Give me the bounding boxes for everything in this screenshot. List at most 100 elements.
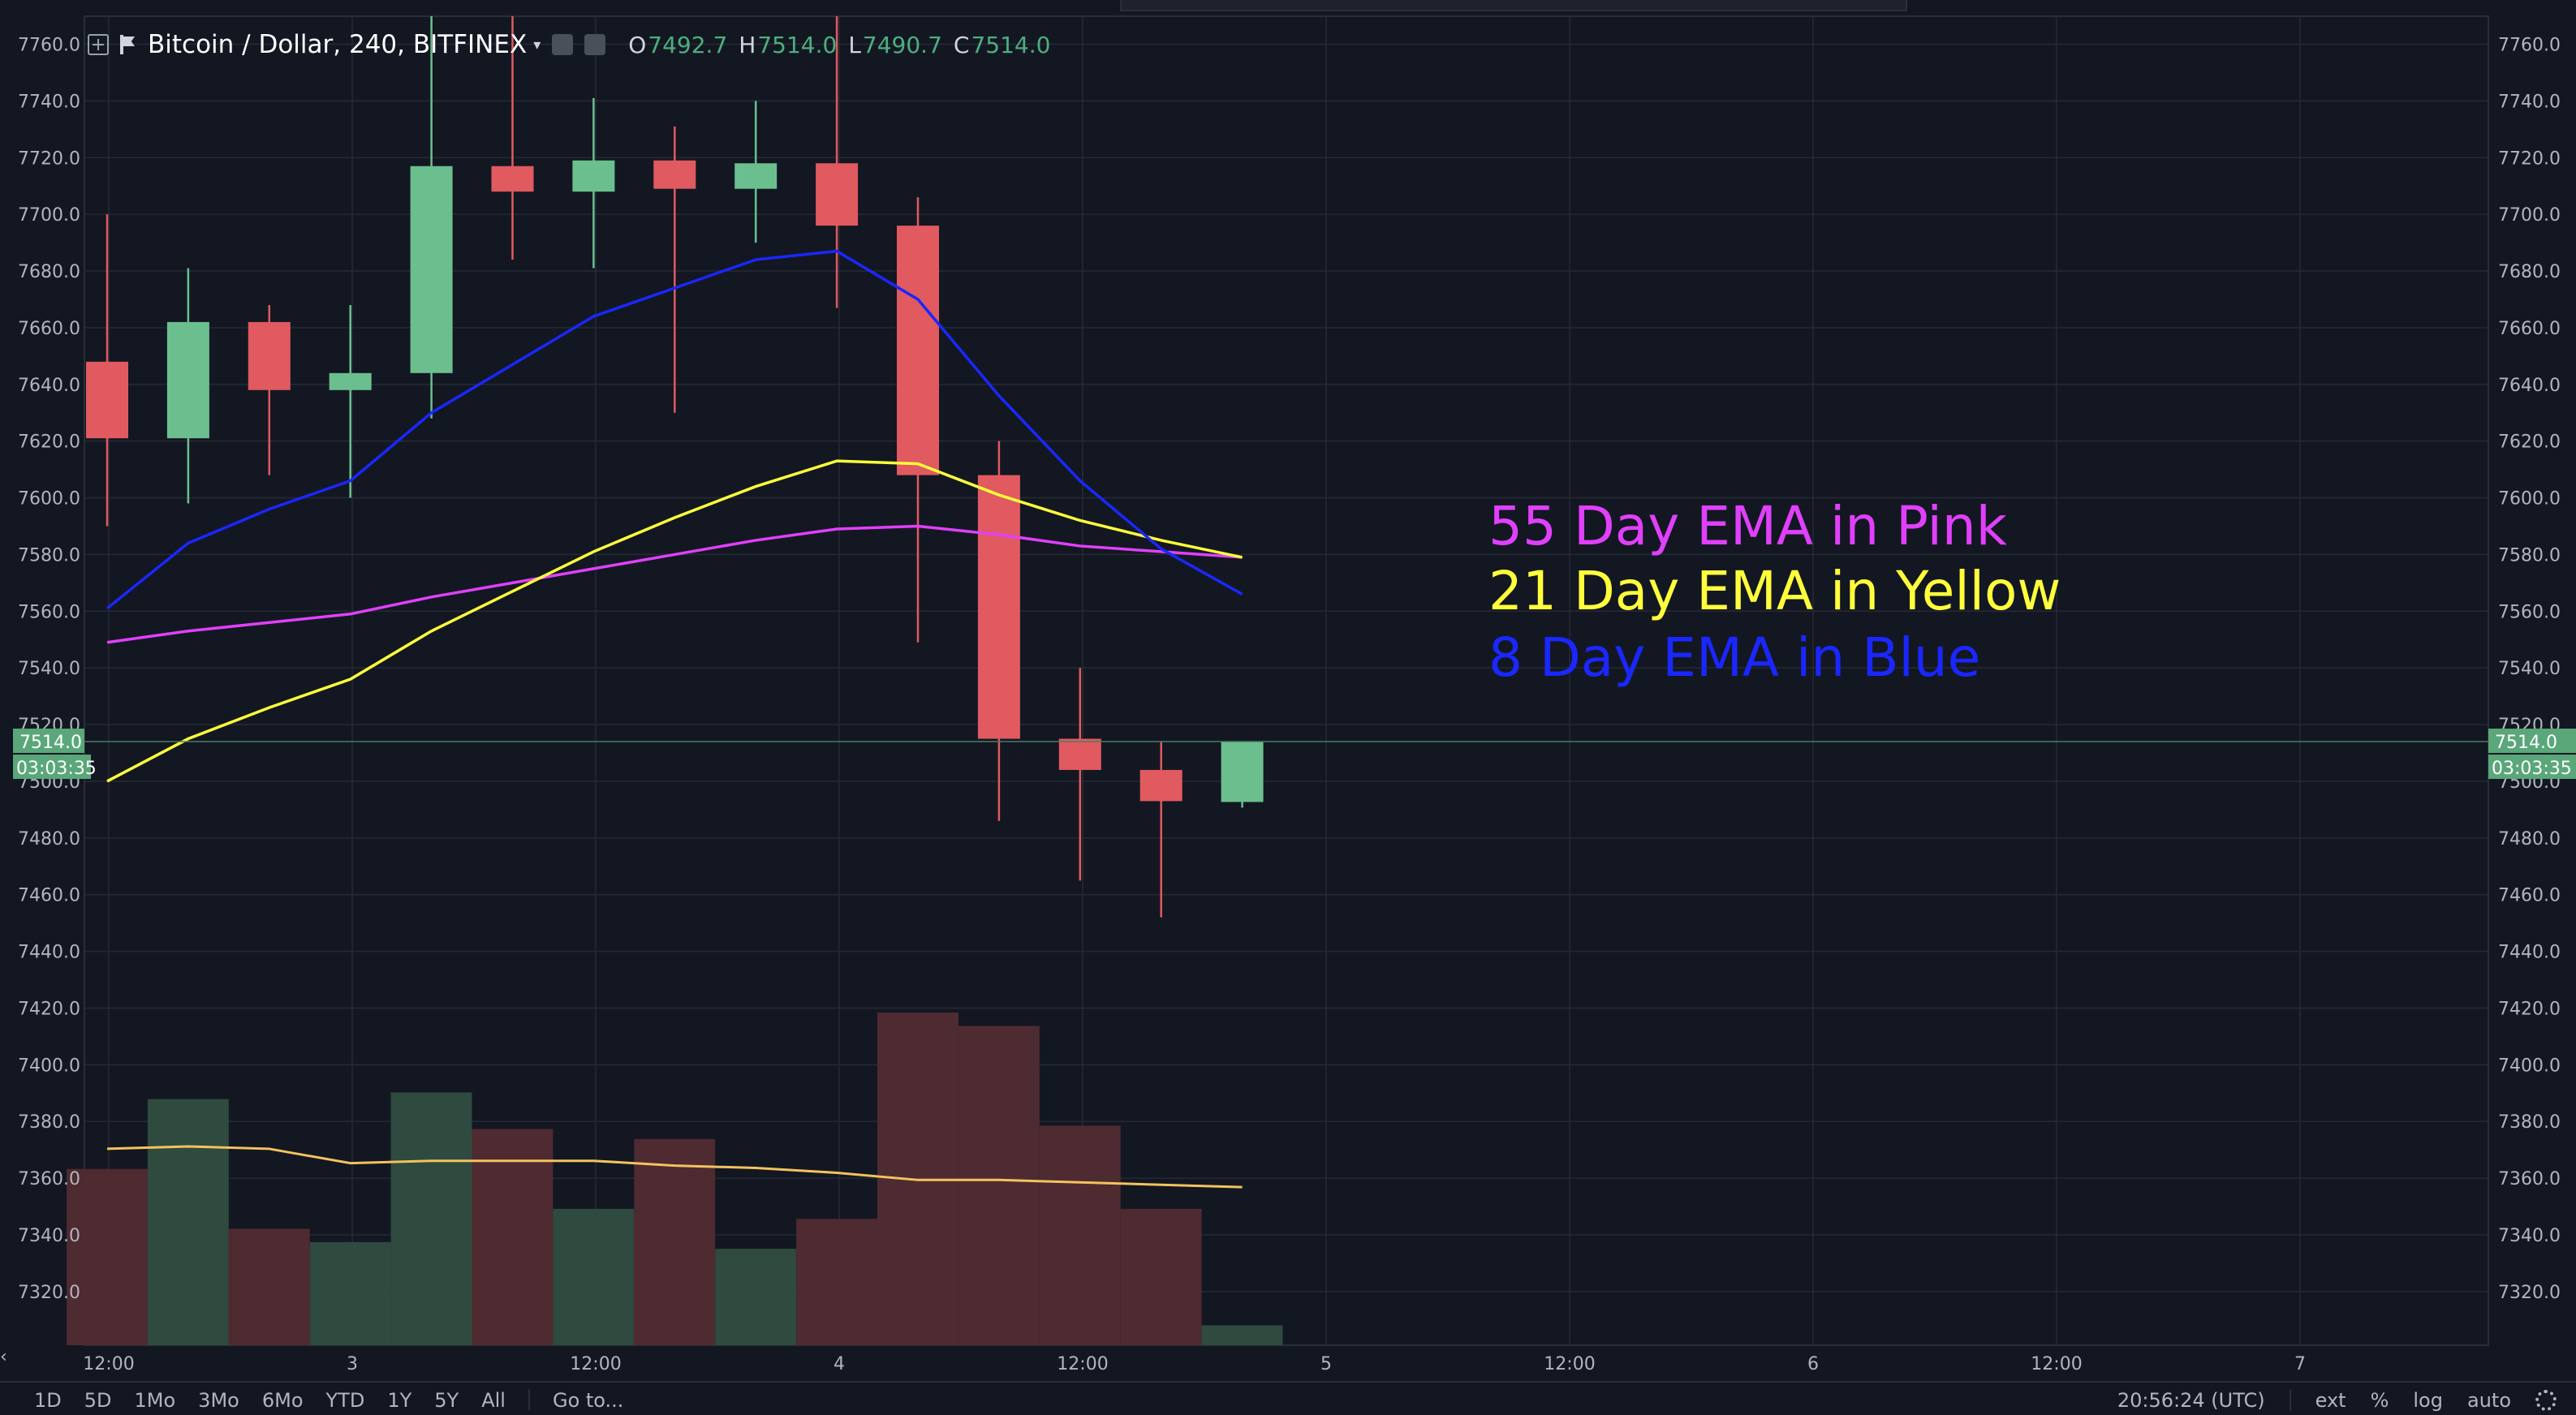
clock-readout[interactable]: 20:56:24 (UTC) — [2117, 1389, 2265, 1412]
price-tick-right: 7480.0 — [2498, 829, 2561, 849]
time-tick: 12:00 — [570, 1354, 621, 1374]
candle[interactable] — [653, 126, 696, 413]
compare-icon[interactable] — [552, 34, 574, 55]
range-all[interactable]: All — [481, 1389, 506, 1412]
ema55-line — [106, 524, 1243, 644]
chart-grid — [84, 15, 2489, 1346]
candle[interactable] — [329, 304, 372, 498]
price-tick-right: 7400.0 — [2498, 1056, 2561, 1076]
candle-body — [329, 372, 372, 390]
ema21-line — [106, 459, 1243, 783]
candle-body — [977, 475, 1020, 739]
time-tick: 12:00 — [1057, 1354, 1108, 1374]
candle-body — [572, 160, 615, 192]
range-5y[interactable]: 5Y — [434, 1389, 459, 1412]
candle-body — [491, 166, 534, 192]
candle-body — [248, 321, 291, 390]
volume-bar — [796, 1219, 877, 1345]
price-axes: 7760.0 7760.0 7740.0 7740.0 7720.0 7720.0 7700… — [13, 36, 2576, 1303]
ext-toggle[interactable]: ext — [2315, 1389, 2346, 1412]
candle[interactable] — [734, 101, 778, 243]
candle[interactable] — [1139, 742, 1182, 918]
candle[interactable] — [86, 214, 128, 527]
volume-bar — [309, 1241, 391, 1345]
price-tick-right: 7660.0 — [2498, 319, 2561, 339]
candle-body — [1058, 738, 1101, 770]
volume-bar — [1039, 1125, 1121, 1345]
range-1d[interactable]: 1D — [34, 1389, 62, 1412]
price-tick-right: 7620.0 — [2498, 432, 2561, 453]
price-tick-left: 7680.0 — [18, 262, 80, 282]
volume-bar — [228, 1228, 310, 1345]
last-price-badge-right — [2488, 729, 2576, 754]
gear-icon[interactable] — [2535, 1390, 2557, 1411]
price-tick-right: 7380.0 — [2498, 1112, 2561, 1133]
candle[interactable] — [248, 304, 291, 475]
volume-bar — [67, 1168, 148, 1345]
percent-toggle[interactable]: % — [2370, 1389, 2389, 1412]
log-toggle[interactable]: log — [2413, 1389, 2443, 1412]
chevron-down-icon[interactable]: ▾ — [533, 36, 541, 54]
last-price-label-left: 7514.0 — [19, 733, 82, 753]
price-tick-right: 7560.0 — [2498, 602, 2561, 622]
price-tick-left: 7640.0 — [18, 376, 80, 396]
price-tick-right: 7600.0 — [2498, 489, 2561, 510]
price-tick-left: 7400.0 — [18, 1056, 80, 1076]
chevron-left-icon[interactable]: ‹ — [0, 1347, 7, 1367]
symbol-title[interactable]: Bitcoin / Dollar, 240, BITFINEX — [148, 30, 528, 59]
range-1y[interactable]: 1Y — [387, 1389, 412, 1412]
volume-histogram — [67, 1013, 1283, 1345]
price-tick-right: 7440.0 — [2498, 943, 2561, 963]
candle[interactable] — [410, 16, 453, 419]
volume-bar — [1201, 1325, 1283, 1345]
range-1mo[interactable]: 1Mo — [134, 1389, 176, 1412]
flag-icon[interactable] — [120, 35, 136, 54]
candle[interactable] — [166, 268, 209, 504]
range-5d[interactable]: 5D — [84, 1389, 112, 1412]
range-6mo[interactable]: 6Mo — [261, 1389, 304, 1412]
price-tick-right: 7720.0 — [2498, 148, 2561, 169]
toolbar-tabs[interactable] — [1120, 0, 1907, 11]
range-ytd[interactable]: YTD — [325, 1389, 365, 1412]
candle[interactable] — [572, 97, 615, 269]
goto-button[interactable]: Go to... — [552, 1389, 624, 1412]
candle[interactable] — [977, 441, 1020, 821]
symbol-legend[interactable]: Bitcoin / Dollar, 240, BITFINEX ▾ O7492.… — [88, 24, 1050, 65]
price-tick-right: 7420.0 — [2498, 999, 2561, 1019]
ema8-line — [106, 249, 1243, 610]
price-tick-left: 7720.0 — [18, 148, 80, 169]
price-tick-right: 7740.0 — [2498, 92, 2561, 112]
countdown-label-left: 03:03:35 — [16, 759, 97, 779]
volume-bar — [472, 1129, 554, 1345]
candle[interactable] — [816, 16, 859, 308]
candle-body — [734, 163, 778, 189]
candle[interactable] — [1058, 668, 1101, 881]
candle[interactable] — [491, 16, 534, 260]
candle-body — [816, 163, 859, 226]
volume-ma-line — [106, 1145, 1243, 1189]
candle-body — [1221, 742, 1264, 802]
candle[interactable] — [1221, 742, 1264, 808]
price-tick-right: 7540.0 — [2498, 659, 2561, 679]
ohlc-low: L7490.7 — [848, 31, 942, 58]
volume-bar — [958, 1026, 1040, 1345]
candle[interactable] — [897, 197, 939, 643]
price-tick-right: 7460.0 — [2498, 886, 2561, 906]
price-tick-left: 7480.0 — [18, 829, 80, 849]
range-buttons: 1D 5D 1Mo 3Mo 6Mo YTD 1Y 5Y All Go to... — [34, 1389, 623, 1412]
time-tick: 4 — [834, 1354, 845, 1374]
candlesticks — [86, 16, 1264, 918]
auto-toggle[interactable]: auto — [2466, 1389, 2511, 1412]
candle-body — [653, 160, 696, 189]
volume-bar — [1120, 1208, 1202, 1345]
volume-bar — [147, 1099, 229, 1345]
time-tick: 12:00 — [2031, 1354, 2082, 1374]
annotation-ema8: 8 Day EMA in Blue — [1488, 626, 1981, 689]
price-tick-right: 7640.0 — [2498, 376, 2561, 396]
ohlc-close: C7514.0 — [953, 31, 1051, 58]
range-3mo[interactable]: 3Mo — [198, 1389, 239, 1412]
annotation-ema55: 55 Day EMA in Pink — [1488, 495, 2007, 557]
expand-icon[interactable] — [88, 34, 109, 55]
settings-icon[interactable] — [584, 34, 606, 55]
